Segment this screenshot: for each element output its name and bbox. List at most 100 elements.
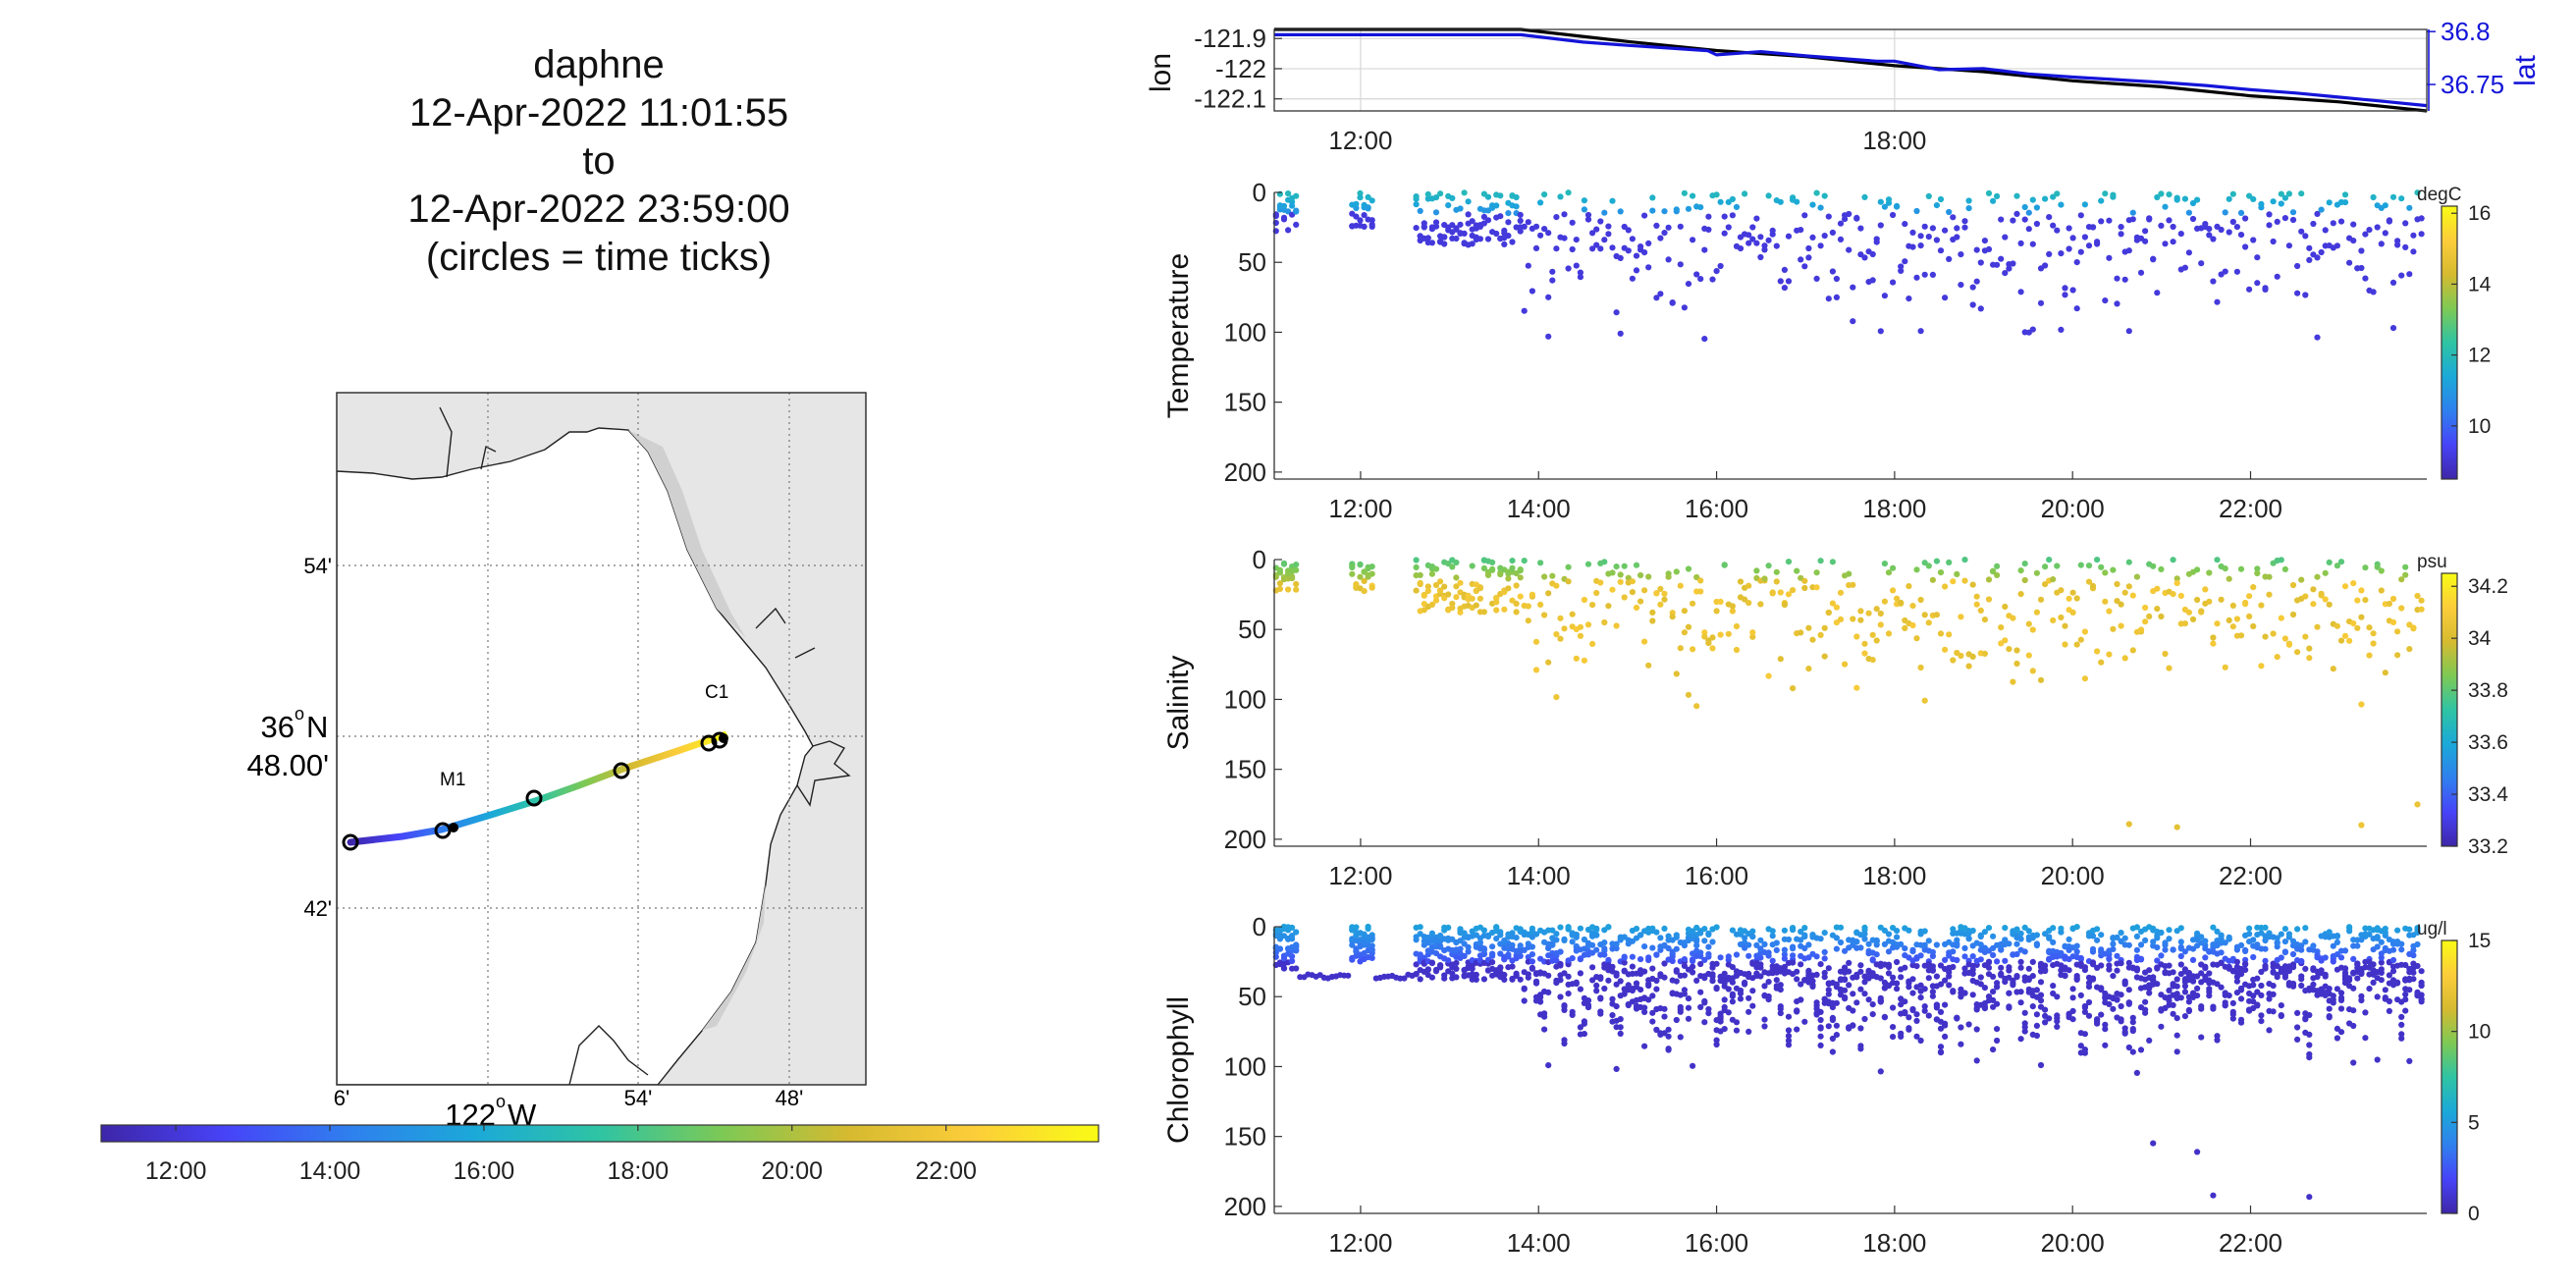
Chlorophyll-point — [2406, 987, 2413, 993]
Salinity-point — [1917, 664, 1924, 671]
Chlorophyll-point — [1885, 931, 1893, 938]
Chlorophyll-point — [1641, 943, 1648, 950]
Chlorophyll-point — [1929, 963, 1936, 970]
Salinity-point — [2389, 595, 2397, 603]
Temperature-point — [2233, 224, 2240, 231]
Salinity-point — [1525, 617, 1531, 624]
Chlorophyll-point — [1794, 1026, 1800, 1033]
Temperature-point — [2285, 242, 2292, 249]
Salinity-point — [1661, 596, 1668, 603]
Chlorophyll-point — [1581, 936, 1587, 943]
Chlorophyll-point — [1529, 951, 1535, 958]
Chlorophyll-point — [1501, 971, 1508, 979]
Chlorophyll-point — [1428, 930, 1435, 937]
Temperature-point — [2210, 278, 2217, 285]
Temperature-point — [1505, 210, 1512, 217]
Temperature-y-tick-label: 100 — [1224, 317, 1266, 347]
Salinity-point — [2102, 569, 2109, 576]
Chlorophyll-point — [2121, 1030, 2128, 1037]
Chlorophyll-point — [1705, 950, 1712, 958]
Chlorophyll-point — [2229, 1008, 2236, 1015]
lon-tick-54: 54' — [624, 1086, 653, 1110]
Salinity-point — [2250, 584, 2257, 591]
Salinity-point — [1985, 576, 1993, 583]
Temperature-point — [1532, 244, 1540, 251]
Chlorophyll-point — [2046, 1015, 2053, 1022]
Salinity-point — [1629, 578, 1636, 585]
Temperature-point — [2002, 234, 2009, 241]
Chlorophyll-point — [1713, 924, 1720, 931]
Salinity-colorbar-tick-label: 33.2 — [2468, 835, 2508, 858]
station-marker — [449, 823, 458, 832]
Temperature-point — [2374, 224, 2381, 231]
Salinity-point — [2077, 562, 2084, 568]
Chlorophyll-point — [2341, 965, 2349, 973]
Chlorophyll-point — [1557, 924, 1564, 931]
Chlorophyll-point — [2402, 991, 2409, 998]
Chlorophyll-colorbar-unit: ug/l — [2417, 919, 2447, 939]
Chlorophyll-point — [1846, 968, 1852, 975]
Salinity-point — [2350, 580, 2357, 587]
Temperature-point — [2298, 228, 2305, 235]
Temperature-point — [1573, 262, 1580, 269]
Temperature-point — [1577, 274, 1583, 281]
Temperature-point — [1597, 245, 1604, 252]
Salinity-point — [2062, 622, 2068, 629]
Temperature-point — [1428, 240, 1435, 246]
Temperature-point — [1994, 261, 2001, 268]
Chlorophyll-point — [1781, 946, 1788, 953]
Salinity-point — [2222, 565, 2228, 572]
Salinity-point — [1781, 601, 1788, 609]
Salinity-point — [1837, 589, 1845, 596]
Salinity-point — [1946, 559, 1953, 566]
Chlorophyll-point — [1557, 977, 1564, 984]
Chlorophyll-point — [1665, 1033, 1672, 1040]
Temperature-point — [2358, 264, 2365, 272]
Salinity-point — [1981, 617, 1988, 623]
Chlorophyll-point — [1525, 974, 1531, 981]
Chlorophyll-point — [2133, 967, 2140, 974]
Chlorophyll-point — [2002, 925, 2009, 932]
Temperature-point — [1501, 241, 1508, 247]
Temperature-point — [2262, 285, 2269, 292]
Chlorophyll-point — [2174, 983, 2180, 990]
Chlorophyll-point — [1617, 978, 1624, 985]
Chlorophyll-point — [2073, 973, 2080, 980]
Temperature-point — [2410, 248, 2417, 255]
Salinity-point — [2118, 622, 2124, 629]
Chlorophyll-point — [2054, 1012, 2061, 1019]
Chlorophyll-point — [1573, 934, 1580, 940]
Chlorophyll-point — [1541, 1010, 1548, 1017]
Salinity-point — [1973, 593, 1980, 600]
Chlorophyll-point — [1465, 943, 1472, 951]
Chlorophyll-point — [2281, 926, 2288, 933]
Salinity-point — [1681, 608, 1688, 615]
Chlorophyll-point — [1958, 993, 1964, 1000]
Chlorophyll-point — [1861, 1015, 1868, 1023]
Chlorophyll-point — [1757, 937, 1764, 943]
Salinity-point — [1677, 582, 1684, 589]
Temperature-point — [2394, 242, 2401, 248]
Chlorophyll-point — [1742, 979, 1748, 987]
Salinity-point — [1641, 638, 1648, 645]
Chlorophyll-point — [2146, 1037, 2153, 1044]
Temperature-point — [2210, 236, 2217, 242]
Temperature-point — [2025, 226, 2032, 233]
Chlorophyll-point — [1801, 1018, 1808, 1025]
Temperature-point — [2281, 215, 2288, 222]
Temperature-point — [2077, 248, 2084, 255]
Salinity-point — [1589, 602, 1596, 609]
Temperature-point — [2222, 268, 2228, 275]
Chlorophyll-point — [2077, 992, 2084, 999]
Chlorophyll-point — [2258, 982, 2265, 990]
Chlorophyll-point — [2118, 960, 2124, 967]
Chlorophyll-point — [2006, 1004, 2012, 1011]
Temperature-point — [1553, 245, 1560, 252]
Temperature-point — [2094, 239, 2101, 245]
Chlorophyll-point — [1489, 943, 1496, 950]
Chlorophyll-point — [2106, 1000, 2113, 1007]
Chlorophyll-point — [2394, 927, 2401, 934]
Salinity-point — [2402, 564, 2409, 570]
Temperature-point — [1441, 241, 1448, 247]
Salinity-point — [1597, 579, 1604, 586]
